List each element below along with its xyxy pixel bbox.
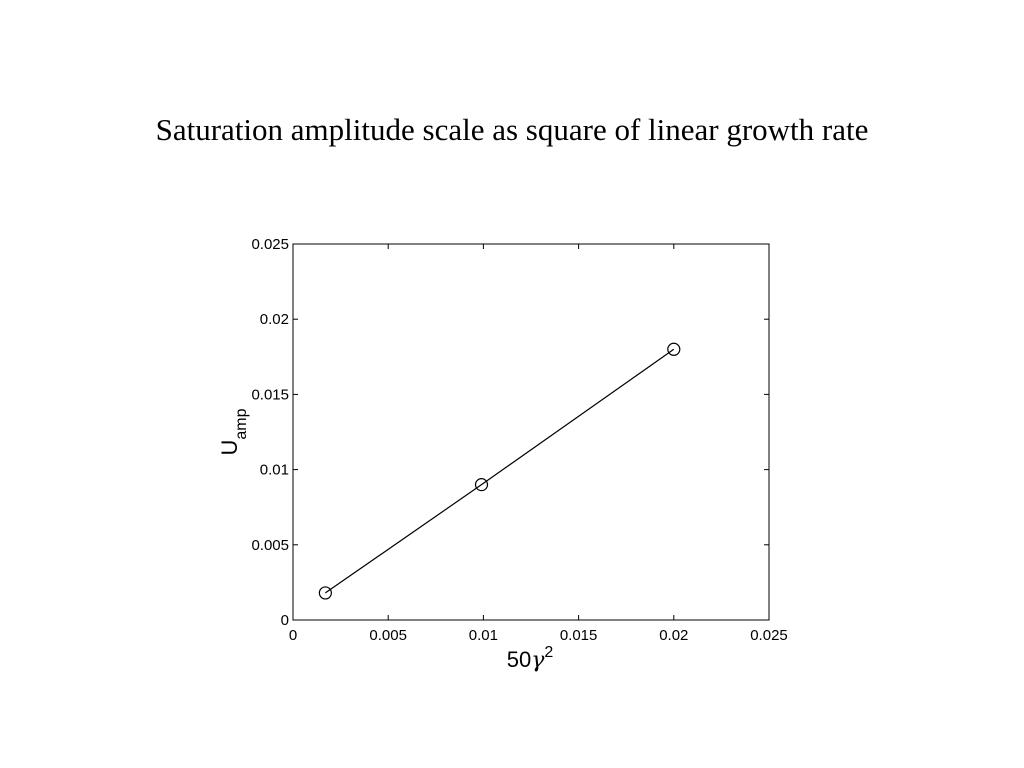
x-tick-label: 0.025 — [750, 627, 788, 644]
x-tick-label: 0 — [289, 627, 297, 644]
y-tick-label: 0.005 — [251, 537, 289, 554]
svg-text:Uamp: Uamp — [217, 408, 250, 455]
data-point — [474, 478, 489, 492]
y-tick-label: 0.01 — [260, 462, 289, 479]
x-tick-label: 0.02 — [659, 627, 688, 644]
y-tick-label: 0 — [281, 612, 289, 629]
x-axis-label: 50γ2 — [507, 644, 554, 673]
y-tick-label: 0.02 — [260, 311, 289, 328]
ticks-layer: 0 0.005 0.01 0.015 0.02 0.025 0 0.005 0.01 0.015 0… — [251, 236, 787, 644]
y-tick-label: 0.015 — [251, 386, 289, 403]
y-axis-label: Uamp — [217, 408, 250, 455]
slide-title: Saturation amplitude scale as square of … — [155, 112, 869, 147]
plot-area-frame — [292, 243, 770, 621]
series-line — [325, 348, 675, 594]
data-layer — [318, 342, 681, 600]
data-point — [667, 342, 681, 356]
x-tick-label: 0.015 — [560, 627, 598, 644]
y-tick-label: 0.025 — [251, 236, 289, 253]
x-tick-label: 0.01 — [469, 627, 498, 644]
x-tick-label: 0.005 — [369, 627, 407, 644]
data-point — [318, 586, 332, 600]
